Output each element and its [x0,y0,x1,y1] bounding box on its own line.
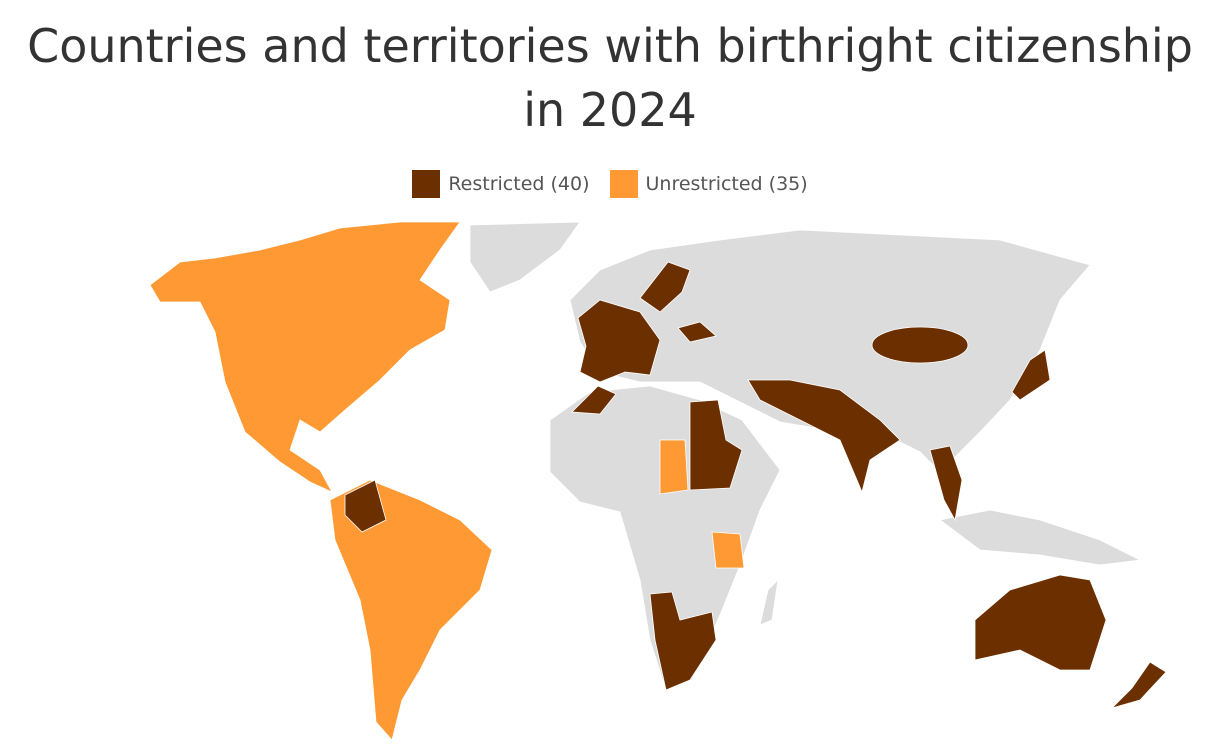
south-america [329,479,493,741]
title: Countries and territories with birthrigh… [27,19,1193,137]
legend-item: Unrestricted (35) [609,170,808,198]
iran-india [747,379,901,494]
morocco [571,385,617,415]
ukraine [677,321,717,343]
scandinavia [639,261,691,313]
legend: Restricted (40) Unrestricted (35) [0,170,1220,198]
colombia [344,479,387,533]
new-zealand [1110,661,1167,709]
southeast-asia-islands [939,509,1142,566]
australia [974,574,1107,671]
western-europe [577,299,661,383]
tanzania [711,531,745,569]
southern-africa [649,591,717,691]
chad [659,439,689,495]
legend-swatch [412,170,441,198]
madagascar [759,578,779,626]
japan [1011,349,1051,401]
mongolia [871,326,969,364]
greenland [469,221,581,293]
thailand-malaysia [929,445,963,522]
legend-swatch [609,170,638,198]
land [149,221,1167,741]
egypt-sudan [689,399,743,491]
eurasia [569,229,1091,484]
north-america [149,221,461,493]
legend-item: Restricted (40) [412,170,590,198]
legend-label: Restricted (40) [448,173,590,195]
legend-label: Unrestricted (35) [645,173,808,195]
